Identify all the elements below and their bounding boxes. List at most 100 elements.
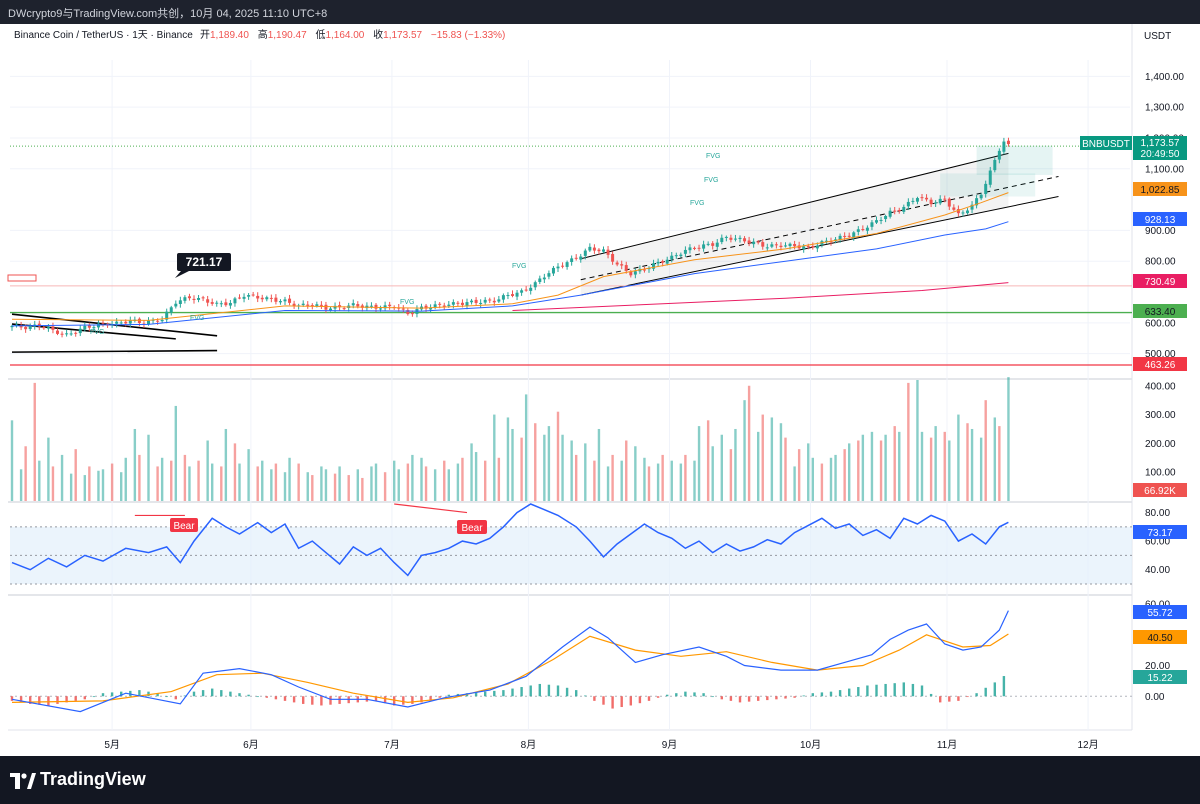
macd-histogram-bar[interactable] bbox=[902, 682, 905, 697]
volume-bar[interactable] bbox=[484, 460, 487, 501]
macd-histogram-bar[interactable] bbox=[192, 691, 196, 697]
volume-bar[interactable] bbox=[884, 434, 887, 501]
candle[interactable] bbox=[906, 201, 910, 207]
candle[interactable] bbox=[879, 219, 883, 221]
macd-histogram-bar[interactable] bbox=[411, 696, 414, 704]
candle[interactable] bbox=[206, 299, 210, 303]
volume-bar[interactable] bbox=[188, 466, 191, 501]
candle[interactable] bbox=[806, 246, 810, 248]
volume-bar[interactable] bbox=[920, 431, 924, 501]
volume-bar[interactable] bbox=[661, 454, 664, 501]
volume-bar[interactable] bbox=[211, 463, 214, 501]
volume-bar[interactable] bbox=[397, 469, 400, 501]
macd-histogram-bar[interactable] bbox=[802, 695, 805, 697]
macd-histogram-bar[interactable] bbox=[684, 691, 687, 697]
candle[interactable] bbox=[597, 249, 601, 252]
candle[interactable] bbox=[160, 319, 164, 322]
candle[interactable] bbox=[788, 243, 792, 246]
time-axis-label[interactable]: 9月 bbox=[662, 739, 678, 751]
candle[interactable] bbox=[319, 304, 323, 306]
macd-histogram-bar[interactable] bbox=[593, 696, 596, 701]
candle[interactable] bbox=[911, 200, 915, 202]
candle[interactable] bbox=[433, 304, 437, 308]
volume-bar[interactable] bbox=[834, 454, 837, 501]
candle[interactable] bbox=[78, 328, 82, 334]
volume-bar[interactable] bbox=[679, 463, 683, 501]
price-axis-label[interactable]: 800.00 bbox=[1145, 257, 1176, 268]
candle[interactable] bbox=[460, 302, 464, 305]
macd-histogram-bar[interactable] bbox=[138, 690, 141, 697]
volume-bar[interactable] bbox=[534, 423, 537, 501]
candle[interactable] bbox=[465, 302, 469, 306]
macd-histogram-bar[interactable] bbox=[220, 690, 223, 697]
candle[interactable] bbox=[383, 305, 387, 309]
candle[interactable] bbox=[497, 299, 501, 302]
badge-macd-signal[interactable]: 40.50 bbox=[1133, 630, 1187, 644]
volume-bar[interactable] bbox=[684, 454, 687, 501]
candle[interactable] bbox=[888, 210, 892, 217]
macd-histogram-bar[interactable] bbox=[292, 696, 296, 703]
brand-name[interactable]: TradingView bbox=[40, 769, 146, 789]
price-axis-label[interactable]: 1,100.00 bbox=[1145, 164, 1184, 175]
candle[interactable] bbox=[624, 265, 628, 271]
candle[interactable] bbox=[674, 255, 678, 257]
volume-bar[interactable] bbox=[734, 428, 737, 501]
macd-histogram-bar[interactable] bbox=[620, 696, 623, 708]
volume-bar[interactable] bbox=[470, 443, 473, 501]
price-axis-label[interactable]: 900.00 bbox=[1145, 226, 1176, 237]
macd-histogram-bar[interactable] bbox=[256, 696, 259, 698]
candle[interactable] bbox=[756, 241, 760, 243]
candle[interactable] bbox=[838, 235, 842, 241]
macd-histogram-bar[interactable] bbox=[638, 696, 642, 704]
macd-histogram-bar[interactable] bbox=[720, 696, 723, 700]
macd-histogram-bar[interactable] bbox=[65, 696, 68, 703]
candle[interactable] bbox=[711, 243, 715, 246]
candle[interactable] bbox=[565, 262, 569, 267]
macd-signal-line[interactable] bbox=[11, 633, 1009, 704]
candle[interactable] bbox=[670, 255, 674, 260]
candle[interactable] bbox=[74, 332, 78, 334]
candle[interactable] bbox=[770, 244, 774, 247]
candle[interactable] bbox=[556, 266, 560, 269]
macd-histogram-bar[interactable] bbox=[83, 696, 86, 700]
macd-histogram-bar[interactable] bbox=[201, 690, 205, 697]
channel-middle-line[interactable] bbox=[580, 175, 1059, 281]
candle[interactable] bbox=[333, 305, 337, 309]
volume-bar[interactable] bbox=[993, 417, 996, 501]
candle[interactable] bbox=[547, 273, 551, 277]
candle[interactable] bbox=[238, 297, 241, 299]
macd-histogram-bar[interactable] bbox=[838, 690, 842, 697]
tradingview-logo-icon[interactable] bbox=[10, 773, 36, 789]
candle[interactable] bbox=[137, 318, 141, 323]
volume-bar[interactable] bbox=[174, 405, 177, 501]
time-axis-label[interactable]: 8月 bbox=[521, 739, 537, 751]
volume-bar[interactable] bbox=[879, 440, 883, 502]
volume-bar[interactable] bbox=[406, 463, 410, 501]
badge-symbol[interactable]: BNBUSDT bbox=[1080, 136, 1132, 150]
volume-bar[interactable] bbox=[506, 417, 510, 501]
time-axis-label[interactable]: 11月 bbox=[937, 739, 957, 751]
macd-histogram-bar[interactable] bbox=[939, 696, 942, 703]
candle[interactable] bbox=[242, 296, 246, 299]
candle[interactable] bbox=[1002, 141, 1006, 152]
candle[interactable] bbox=[156, 320, 160, 322]
volume-bar[interactable] bbox=[511, 428, 514, 501]
macd-line[interactable] bbox=[11, 610, 1009, 713]
macd-histogram-bar[interactable] bbox=[747, 696, 751, 702]
macd-histogram-bar[interactable] bbox=[893, 683, 896, 697]
macd-histogram-bar[interactable] bbox=[1002, 676, 1006, 697]
candle[interactable] bbox=[492, 300, 496, 303]
volume-axis-label[interactable]: 200.00 bbox=[1145, 439, 1176, 450]
volume-bar[interactable] bbox=[998, 426, 1001, 501]
volume-bar[interactable] bbox=[625, 440, 628, 502]
candle[interactable] bbox=[602, 249, 605, 252]
volume-bar[interactable] bbox=[361, 477, 364, 501]
ma-slow-line[interactable] bbox=[11, 221, 1009, 327]
candle[interactable] bbox=[893, 210, 897, 212]
badge-ma-slow[interactable]: 928.13 bbox=[1133, 212, 1187, 226]
macd-histogram-bar[interactable] bbox=[38, 696, 41, 705]
volume-bar[interactable] bbox=[497, 457, 501, 501]
candle[interactable] bbox=[865, 227, 869, 231]
volume-bar[interactable] bbox=[197, 460, 200, 501]
candle[interactable] bbox=[592, 247, 596, 251]
